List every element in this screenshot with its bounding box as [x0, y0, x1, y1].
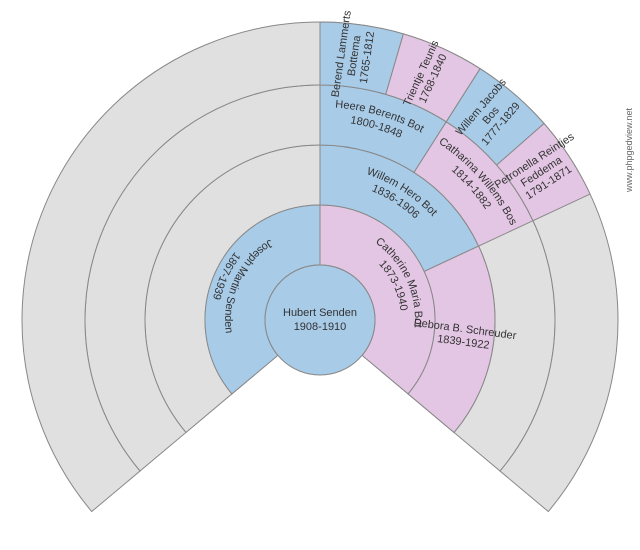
svg-text:1908-1910: 1908-1910	[294, 321, 347, 333]
svg-text:Hubert Senden: Hubert Senden	[283, 307, 357, 319]
ancestor-fan-chart: Hubert Senden1908-1910Joseph Martin Send…	[0, 0, 640, 550]
svg-text:www.phpgedview.net: www.phpgedview.net	[624, 107, 634, 193]
